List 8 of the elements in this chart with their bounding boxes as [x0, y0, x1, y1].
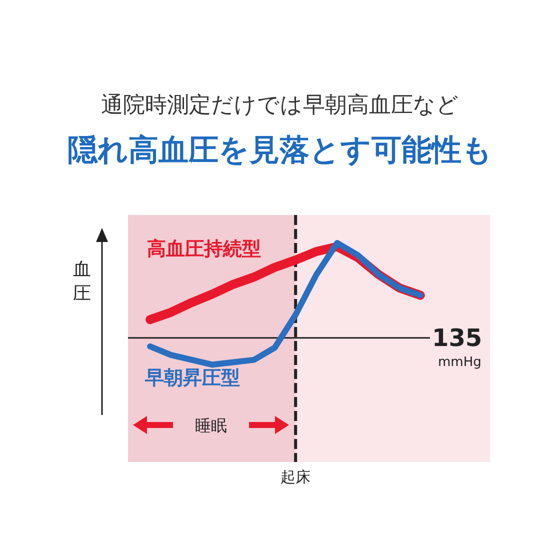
chart-subtitle: 隠れ高血圧を見落とす可能性も [68, 133, 492, 168]
series-label: 高血圧持続型 [147, 238, 261, 260]
text: 起床 [280, 468, 311, 486]
series-label: 早朝昇圧型 [144, 367, 240, 389]
text: 睡眠 [195, 416, 227, 435]
ref-line-label: 135 mmHg [432, 324, 482, 370]
chart-title: 通院時測定だけでは早朝高血圧など [101, 93, 459, 118]
y-axis-title: 血圧 [73, 259, 91, 304]
